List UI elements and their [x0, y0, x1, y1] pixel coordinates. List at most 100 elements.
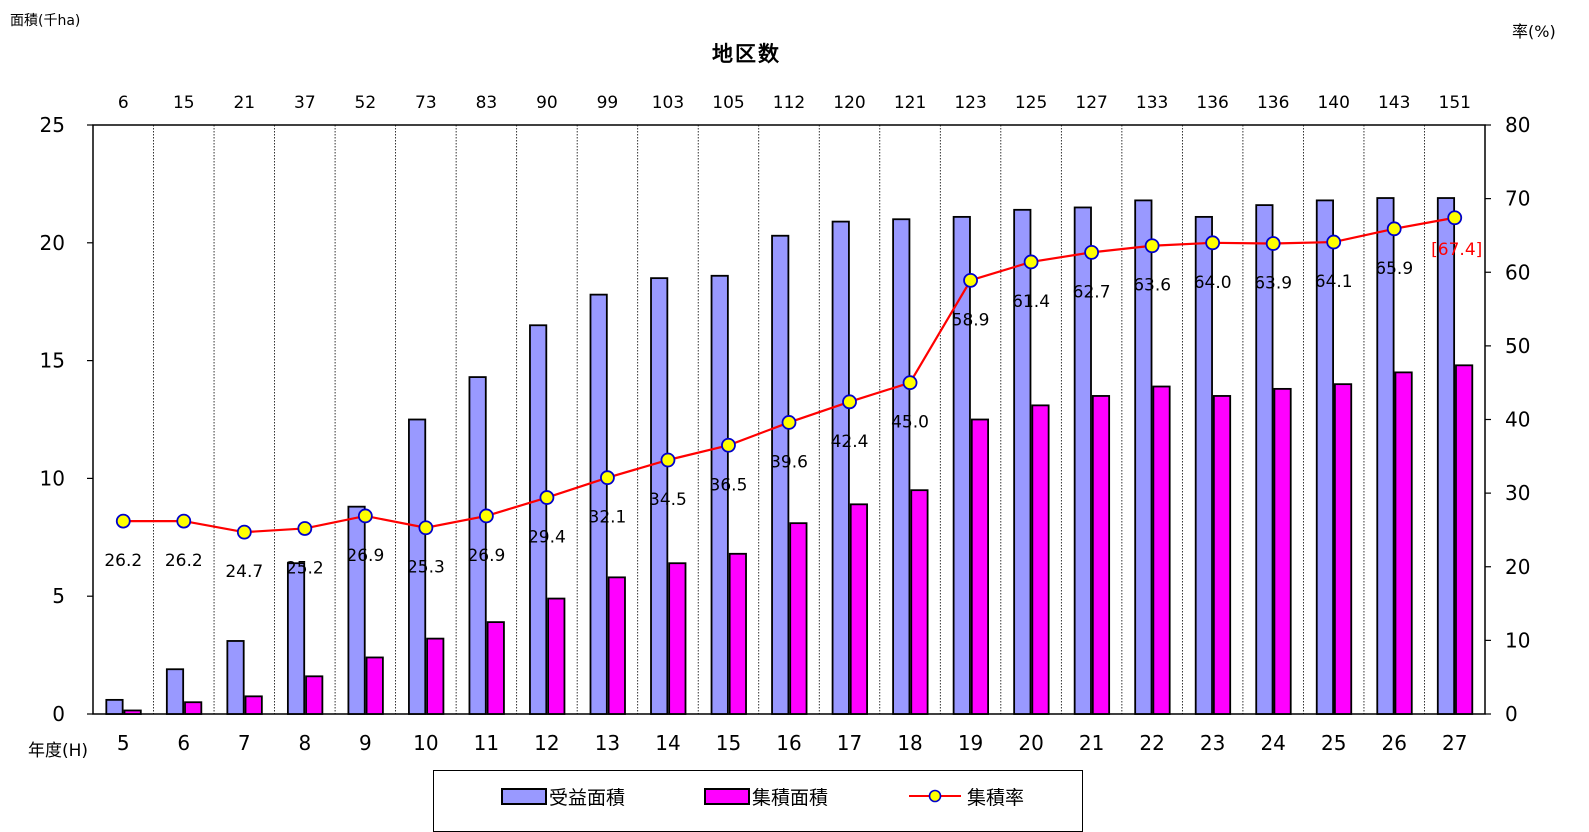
- legend-label-benefit-area: 受益面積: [549, 787, 626, 809]
- rate-point: [1144, 238, 1160, 254]
- bar-benefit-area: [408, 418, 427, 715]
- district-count-label: 136: [1196, 93, 1228, 113]
- x-tick-label: 18: [897, 731, 922, 755]
- bar-benefit-area: [1194, 215, 1213, 715]
- rate-data-label: 24.7: [225, 562, 263, 582]
- district-count-label: 73: [415, 93, 437, 113]
- x-tick-label: 24: [1260, 731, 1285, 755]
- bar-benefit-area: [710, 274, 729, 715]
- bar-benefit-area: [105, 698, 124, 715]
- rate-point: [1326, 234, 1342, 250]
- bar-accumulated-area: [910, 489, 929, 715]
- y-left-tick-label: 0: [52, 702, 65, 726]
- rate-data-label: 62.7: [1073, 282, 1111, 302]
- bar-benefit-area: [771, 234, 790, 715]
- x-tick-label: 12: [534, 731, 559, 755]
- bar-benefit-area: [1315, 199, 1334, 715]
- district-count-label: 52: [355, 93, 377, 113]
- district-count-label: 125: [1015, 93, 1047, 113]
- bar-accumulated-area: [728, 552, 747, 715]
- rate-data-label: 32.1: [589, 508, 627, 528]
- y-right-tick-label: 10: [1505, 628, 1530, 652]
- bar-benefit-area: [529, 324, 548, 715]
- district-count-label: 90: [536, 93, 558, 113]
- rate-point: [115, 513, 131, 529]
- rate-data-label: 64.1: [1315, 272, 1353, 292]
- district-count-label: 120: [833, 93, 865, 113]
- bar-benefit-area: [226, 640, 245, 715]
- district-count-label: 121: [894, 93, 926, 113]
- district-count-label: 83: [476, 93, 498, 113]
- x-tick-label: 21: [1079, 731, 1104, 755]
- rate-point: [297, 521, 313, 536]
- rate-data-label: 25.2: [286, 558, 324, 578]
- district-count-label: 123: [954, 93, 986, 113]
- bar-benefit-area: [650, 277, 669, 715]
- y-right-axis-label: 率(%): [1512, 22, 1556, 41]
- bar-accumulated-area: [1394, 371, 1413, 715]
- x-tick-label: 6: [177, 731, 190, 755]
- x-tick-label: 14: [655, 731, 680, 755]
- rate-data-label: 26.2: [165, 551, 203, 571]
- district-count-label: 15: [173, 93, 195, 113]
- y-left-tick-label: 10: [40, 466, 65, 490]
- rate-data-label: 64.0: [1194, 273, 1232, 293]
- x-tick-label: 27: [1442, 731, 1467, 755]
- bar-accumulated-area: [365, 656, 384, 715]
- district-count-label: 99: [597, 93, 619, 113]
- y-right-tick-label: 80: [1505, 113, 1530, 137]
- y-left-tick-label: 15: [40, 349, 65, 373]
- district-count-label: 140: [1317, 93, 1349, 113]
- bar-accumulated-area: [849, 503, 868, 715]
- rate-data-label: 61.4: [1012, 292, 1050, 312]
- x-tick-label: 17: [837, 731, 862, 755]
- x-tick-label: 16: [776, 731, 801, 755]
- rate-data-label: 34.5: [649, 490, 687, 510]
- bar-benefit-area: [1134, 199, 1153, 715]
- bar-benefit-area: [1255, 204, 1274, 715]
- bar-accumulated-area: [668, 562, 687, 715]
- x-tick-label: 19: [958, 731, 983, 755]
- legend-swatch-benefit-area: [501, 788, 547, 805]
- rate-data-label: 26.2: [104, 551, 142, 571]
- bar-accumulated-area: [1152, 385, 1171, 715]
- bar-accumulated-area: [1031, 404, 1050, 715]
- rate-point: [660, 452, 676, 468]
- y-right-tick-label: 0: [1505, 702, 1518, 726]
- rate-data-label: 65.9: [1375, 259, 1413, 279]
- x-tick-label: 20: [1018, 731, 1043, 755]
- x-tick-label: 9: [359, 731, 372, 755]
- bar-accumulated-area: [244, 695, 263, 715]
- x-tick-label: 11: [474, 731, 499, 755]
- bar-accumulated-area: [486, 621, 505, 715]
- y-right-tick-label: 60: [1505, 260, 1530, 284]
- rate-data-label: 63.9: [1254, 274, 1292, 294]
- rate-data-label: 25.3: [407, 558, 445, 578]
- x-tick-label: 7: [238, 731, 251, 755]
- rate-point: [236, 524, 252, 540]
- x-tick-label: 25: [1321, 731, 1346, 755]
- bar-benefit-area: [1436, 197, 1456, 715]
- rate-data-label: 26.9: [467, 546, 505, 566]
- district-count-label: 6: [118, 93, 129, 113]
- district-count-label: 112: [773, 93, 805, 113]
- y-right-tick-label: 40: [1505, 408, 1530, 432]
- bar-benefit-area: [1073, 206, 1092, 715]
- rate-data-label: 58.9: [952, 310, 990, 330]
- bar-accumulated-area: [305, 675, 324, 715]
- x-tick-label: 13: [595, 731, 620, 755]
- rate-point: [539, 490, 555, 505]
- rate-point: [1265, 236, 1281, 251]
- district-count-label: 105: [712, 93, 744, 113]
- district-count-label: 133: [1136, 93, 1168, 113]
- x-tick-label: 15: [716, 731, 741, 755]
- bar-benefit-area: [468, 376, 487, 715]
- x-axis-label: 年度(H): [28, 741, 89, 761]
- x-tick-label: 10: [413, 731, 438, 755]
- legend-label-accumulation-rate: 集積率: [967, 787, 1025, 809]
- y-left-tick-label: 20: [40, 231, 65, 255]
- legend-line-marker: [909, 789, 961, 803]
- bar-accumulated-area: [426, 637, 445, 715]
- rate-point: [478, 508, 494, 524]
